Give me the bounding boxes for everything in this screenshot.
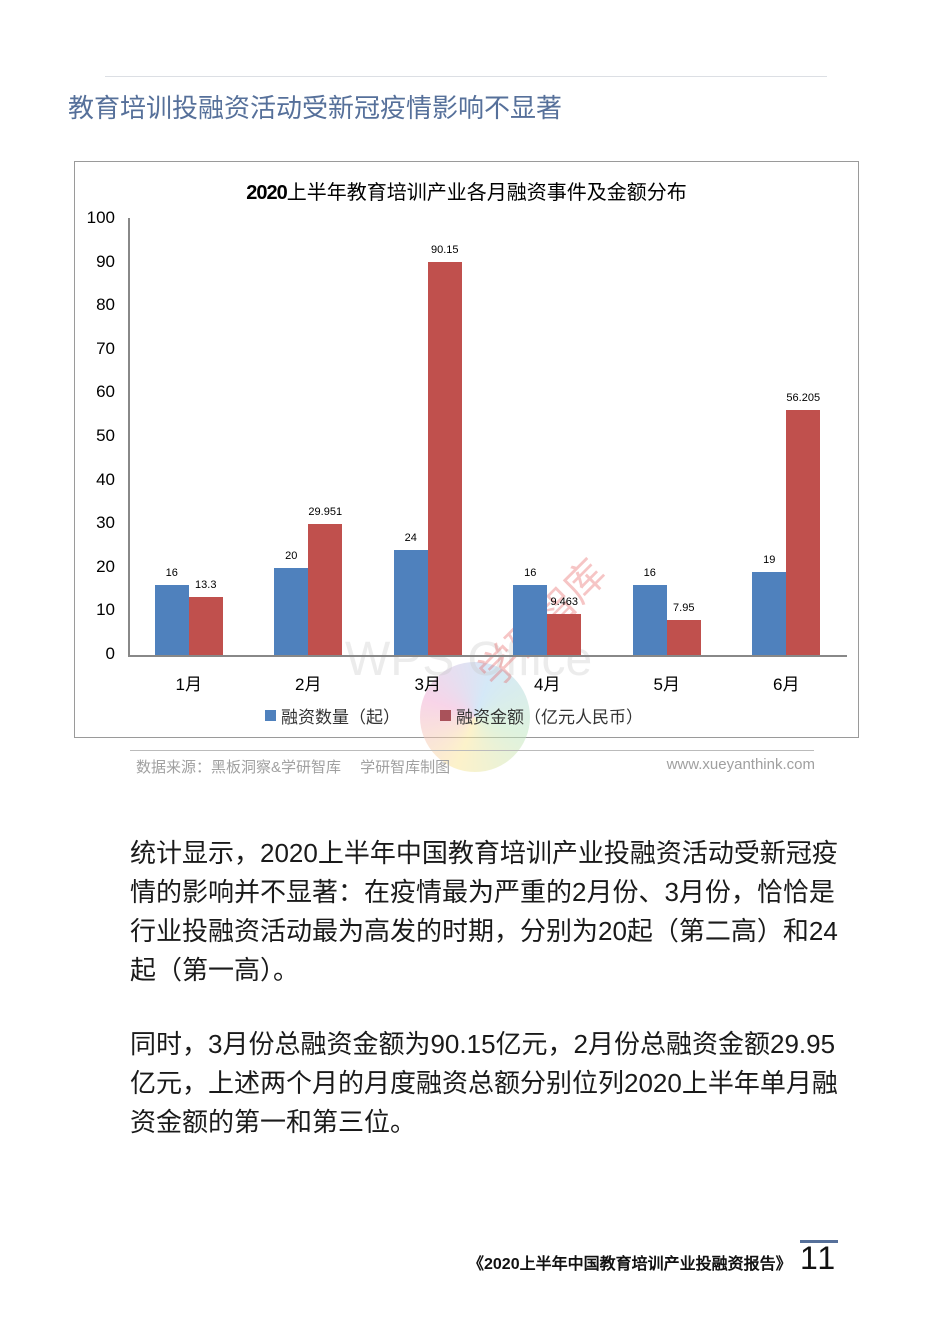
value-label-amount: 90.15 <box>430 243 459 256</box>
page-number: 11 <box>800 1240 838 1276</box>
value-label-amount: 13.3 <box>195 579 217 591</box>
bar-count <box>632 585 667 655</box>
chart-title: 2020上半年教育培训产业各月融资事件及金额分布 <box>75 176 858 205</box>
y-tick-label: 100 <box>86 208 115 227</box>
data-source-note: 数据来源：黑板洞察&学研智库 学研智库制图 <box>136 759 451 776</box>
value-label-count: 20 <box>285 549 298 562</box>
legend-swatch-blue-icon <box>265 710 276 721</box>
bar-amount <box>786 409 821 655</box>
bar-count <box>752 572 787 655</box>
x-tick-label: 6月 <box>773 675 800 694</box>
bar-amount <box>547 613 582 655</box>
legend-swatch-red-icon <box>440 710 451 721</box>
legend-item-count: 融资数量（起） <box>265 703 400 728</box>
bar-chart: 2020上半年教育培训产业各月融资事件及金额分布 WPS Office 学研智库… <box>74 161 859 772</box>
chart-legend: 融资数量（起） 融资金额（亿元人民币） <box>265 703 683 728</box>
chart-title-text: 上半年教育培训产业各月融资事件及金额分布 <box>286 182 687 204</box>
y-tick-label: 40 <box>96 469 115 489</box>
y-tick-label: 30 <box>96 513 115 533</box>
y-tick-label: 50 <box>96 426 115 445</box>
y-axis-line <box>128 218 130 656</box>
top-divider <box>105 76 827 77</box>
x-tick-label: 4月 <box>534 675 561 694</box>
y-tick-label: 10 <box>96 600 115 620</box>
legend-label-amount: 融资金额（亿元人民币） <box>456 708 643 727</box>
value-label-count: 16 <box>524 567 537 580</box>
bar-count <box>274 567 309 655</box>
value-label-count: 19 <box>763 554 776 567</box>
bar-count <box>513 585 548 655</box>
legend-label-count: 融资数量（起） <box>281 708 400 727</box>
value-label-amount: 7.95 <box>673 602 695 615</box>
chart-title-year: 2020 <box>246 182 287 204</box>
value-label-amount: 56.205 <box>786 391 821 404</box>
website-url: www.xueyanthink.com <box>666 756 815 773</box>
legend-item-amount: 融资金额（亿元人民币） <box>440 703 643 728</box>
value-label-amount: 29.951 <box>308 506 343 519</box>
x-tick-label: 3月 <box>414 675 441 694</box>
value-label-count: 24 <box>404 532 417 545</box>
x-tick-label: 5月 <box>653 675 680 694</box>
y-tick-label: 20 <box>96 556 115 576</box>
x-axis-line <box>128 655 847 657</box>
source-divider <box>130 750 814 751</box>
value-label-count: 16 <box>165 567 178 580</box>
bar-amount <box>666 620 701 655</box>
bar-amount <box>427 261 462 655</box>
y-tick-label: 0 <box>105 644 115 663</box>
section-title: 教育培训投融资活动受新冠疫情影响不显著 <box>68 93 563 123</box>
value-label-count: 16 <box>643 567 656 580</box>
bar-count <box>154 585 189 655</box>
bar-amount <box>308 524 343 655</box>
x-tick-label: 1月 <box>175 675 202 694</box>
x-tick-label: 2月 <box>295 675 322 694</box>
value-label-amount: 9.463 <box>550 595 579 608</box>
footer-report-title: 《2020上半年中国教育培训产业投融资报告》 <box>468 1256 792 1273</box>
bar-amount <box>188 597 223 655</box>
y-tick-label: 80 <box>96 295 115 315</box>
watermark-logo-icon <box>420 662 530 772</box>
y-tick-label: 90 <box>96 251 115 271</box>
bar-count <box>393 550 428 655</box>
y-tick-label: 70 <box>96 338 115 358</box>
page-number-rule <box>800 1240 838 1243</box>
paragraph-1: 统计显示，2020上半年中国教育培训产业投融资活动受新冠疫情的影响并不显著：在疫… <box>130 838 838 985</box>
y-tick-label: 60 <box>96 382 115 402</box>
paragraph-2: 同时，3月份总融资金额为90.15亿元，2月份总融资金额29.95亿元，上述两个… <box>130 1029 838 1137</box>
